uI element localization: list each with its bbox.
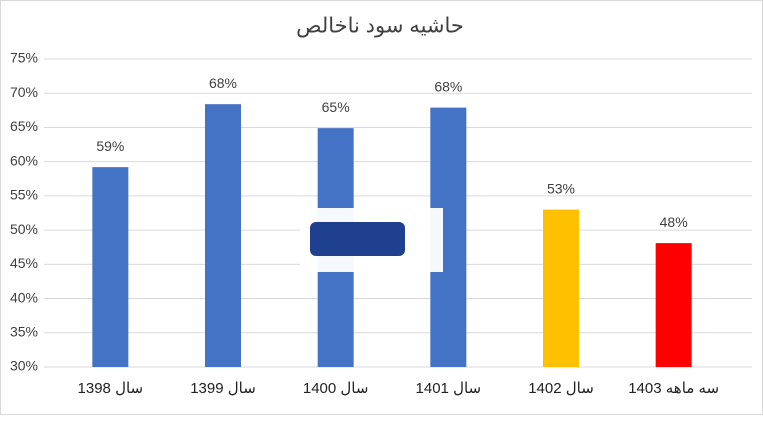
value-label: 65% <box>322 99 350 115</box>
y-tick-label: 40% <box>10 289 38 305</box>
y-tick-label: 55% <box>10 187 38 203</box>
x-tick-label: سال 1402 <box>528 380 594 397</box>
x-tick-label: سال 1399 <box>190 380 256 397</box>
watermark-logo <box>310 222 405 256</box>
bar <box>92 167 129 367</box>
value-label: 68% <box>209 75 237 91</box>
bar <box>543 209 579 367</box>
y-tick-label: 75% <box>10 50 38 66</box>
value-label: 53% <box>547 180 575 196</box>
y-tick-label: 60% <box>10 152 38 168</box>
chart-title: حاشیه سود ناخالص <box>296 15 464 38</box>
y-tick-label: 35% <box>10 323 38 339</box>
x-tick-label: سال 1400 <box>303 380 369 397</box>
y-tick-label: 30% <box>10 358 38 374</box>
x-tick-label: سه ماهه 1403 <box>628 380 719 397</box>
value-label: 59% <box>96 138 124 154</box>
y-tick-label: 70% <box>10 84 38 100</box>
y-tick-label: 45% <box>10 255 38 271</box>
bar <box>205 104 241 367</box>
value-label: 68% <box>434 78 462 94</box>
x-tick-label: سال 1398 <box>78 380 144 397</box>
x-tick-label: سال 1401 <box>416 380 482 397</box>
y-tick-label: 50% <box>10 221 38 237</box>
bar <box>655 243 692 367</box>
value-label: 48% <box>660 214 688 230</box>
y-tick-label: 65% <box>10 118 38 134</box>
